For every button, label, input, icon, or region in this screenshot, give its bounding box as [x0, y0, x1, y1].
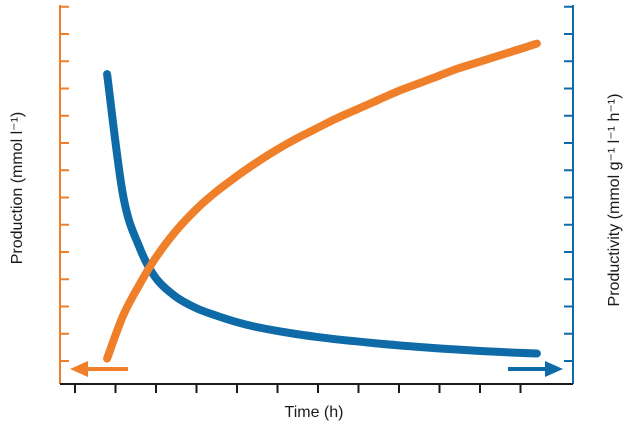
left-y-axis — [59, 5, 69, 384]
axis-arrows — [70, 361, 563, 377]
production-series-line — [103, 39, 541, 363]
x-axis-label: Time (h) — [285, 404, 344, 421]
production-axis-arrowhead — [70, 361, 88, 377]
right-y-axis-label: Productivity (mmol g⁻¹ l⁻¹ h⁻¹) — [606, 94, 623, 307]
left-y-axis-label: Production (mmol l⁻¹) — [9, 112, 26, 264]
productivity-axis-arrowhead — [545, 361, 563, 377]
x-axis — [60, 383, 573, 393]
right-y-axis — [564, 5, 574, 384]
series-layer — [103, 39, 541, 363]
productivity-series-line — [103, 70, 541, 358]
